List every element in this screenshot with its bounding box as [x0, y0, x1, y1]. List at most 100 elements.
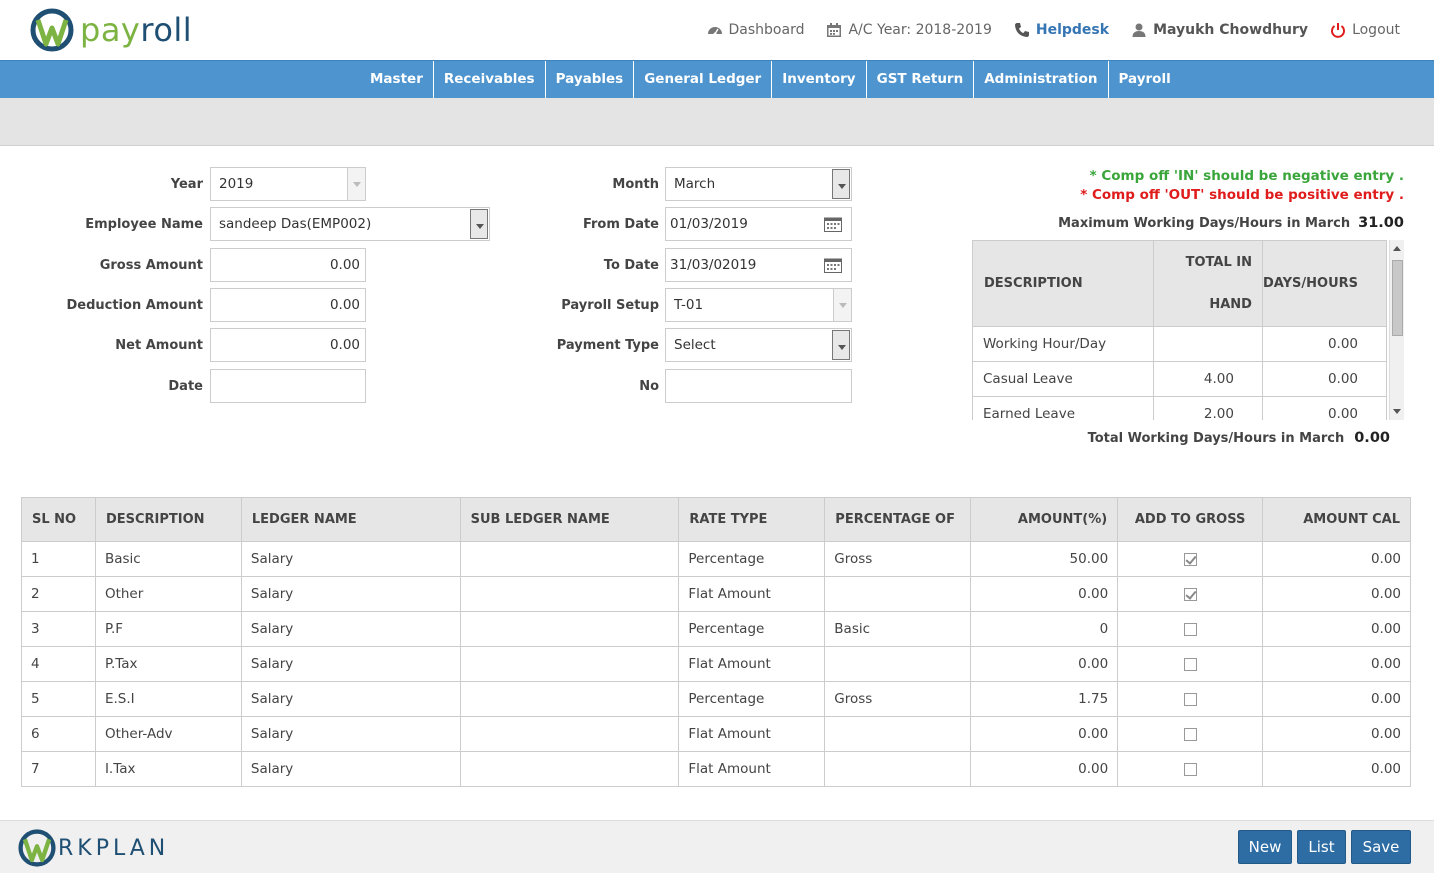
- cell-desc: P.F: [94, 611, 242, 647]
- cell-desc: Other: [94, 576, 242, 612]
- cell-amount[interactable]: 50.00: [970, 541, 1119, 577]
- header-amount-cal: AMOUNT CAL: [1262, 497, 1411, 542]
- cell-subledger: [459, 576, 680, 612]
- cell-amount-cal: 0.00: [1262, 611, 1411, 647]
- menu-item-general-ledger[interactable]: General Ledger: [634, 61, 773, 98]
- menu-item-receivables[interactable]: Receivables: [434, 61, 546, 98]
- chevron-down-icon[interactable]: [833, 289, 851, 321]
- employee-name-select[interactable]: sandeep Das(EMP002): [210, 207, 490, 241]
- header-sl-no: SL NO: [21, 497, 96, 542]
- cell-amount-cal: 0.00: [1262, 576, 1411, 612]
- menu-item-payables[interactable]: Payables: [546, 61, 635, 98]
- table-row: 7 I.Tax Salary Flat Amount 0.00 0.00: [21, 751, 1411, 787]
- cell-add-gross: [1117, 541, 1264, 577]
- cell-rate: Percentage: [678, 541, 826, 577]
- year-select[interactable]: 2019: [210, 167, 366, 201]
- year-label: Year: [170, 177, 203, 192]
- date-label: Date: [168, 379, 203, 394]
- to-date-label: To Date: [603, 258, 659, 273]
- cell-desc: I.Tax: [94, 751, 242, 787]
- chevron-down-icon[interactable]: [832, 330, 850, 360]
- leave-header-days: DAYS/HOURS: [1261, 240, 1388, 327]
- calendar-icon[interactable]: [824, 257, 842, 273]
- cell-ledger: Salary: [240, 681, 461, 717]
- new-button[interactable]: New: [1238, 830, 1292, 864]
- deduction-amount-input[interactable]: 0.00: [210, 288, 366, 322]
- add-to-gross-checkbox[interactable]: [1183, 762, 1197, 776]
- add-to-gross-checkbox[interactable]: [1183, 587, 1197, 601]
- scroll-thumb[interactable]: [1392, 260, 1403, 336]
- leave-cell-total: 2.00: [1153, 396, 1263, 420]
- cell-amount-cal: 0.00: [1262, 681, 1411, 717]
- menu-item-payroll[interactable]: Payroll: [1118, 71, 1171, 87]
- deduction-amount-label: Deduction Amount: [66, 298, 203, 313]
- calendar-icon[interactable]: [824, 216, 842, 232]
- cell-amount[interactable]: 1.75: [970, 681, 1119, 717]
- net-amount-input[interactable]: 0.00: [210, 328, 366, 362]
- cell-amount[interactable]: 0.00: [970, 716, 1119, 752]
- cell-subledger: [459, 541, 680, 577]
- from-date-value: 01/03/2019: [670, 216, 748, 232]
- dashboard-label: Dashboard: [728, 22, 805, 38]
- add-to-gross-checkbox[interactable]: [1183, 657, 1197, 671]
- cell-sl: 4: [21, 646, 96, 682]
- scroll-up-icon[interactable]: [1393, 246, 1401, 251]
- menu-item-master[interactable]: Master: [360, 61, 434, 98]
- to-date-input[interactable]: 31/03/02019: [665, 248, 852, 282]
- cell-amount[interactable]: 0: [970, 611, 1119, 647]
- leave-table-container[interactable]: DESCRIPTION TOTAL IN HAND DAYS/HOURS Work…: [972, 240, 1404, 420]
- cell-ledger: Salary: [240, 541, 461, 577]
- list-button[interactable]: List: [1297, 830, 1346, 864]
- leave-table-scrollbar[interactable]: [1389, 240, 1404, 420]
- cell-amount[interactable]: 0.00: [970, 751, 1119, 787]
- leave-cell-days: 0.00: [1261, 396, 1388, 420]
- helpdesk-link[interactable]: Helpdesk: [1014, 22, 1109, 38]
- chevron-down-icon[interactable]: [347, 168, 365, 200]
- add-to-gross-checkbox[interactable]: [1183, 692, 1197, 706]
- date-input[interactable]: [210, 369, 366, 403]
- ac-year-label: A/C Year: 2018-2019: [848, 22, 992, 38]
- total-working-label: Total Working Days/Hours in March: [1087, 431, 1345, 446]
- no-input[interactable]: [665, 369, 852, 403]
- year-value: 2019: [219, 176, 254, 192]
- w-logo-icon: [18, 829, 56, 867]
- net-amount-label: Net Amount: [115, 338, 203, 353]
- comp-off-out-note: * Comp off 'OUT' should be positive entr…: [1080, 187, 1404, 203]
- max-working-value: 31.00: [1358, 215, 1404, 231]
- cell-amount[interactable]: 0.00: [970, 576, 1119, 612]
- month-select[interactable]: March: [665, 167, 852, 201]
- menu-item-gst-return[interactable]: GST Return: [867, 61, 975, 98]
- app-logo[interactable]: payroll: [30, 8, 192, 52]
- menu-item-administration[interactable]: Administration: [974, 61, 1109, 98]
- month-value: March: [674, 176, 716, 192]
- logo-text: payroll: [80, 11, 193, 49]
- leave-cell-days: 0.00: [1261, 326, 1388, 362]
- cell-pct-of: [824, 646, 972, 682]
- cell-rate: Flat Amount: [678, 646, 826, 682]
- dashboard-link[interactable]: Dashboard: [707, 22, 805, 38]
- add-to-gross-checkbox[interactable]: [1183, 552, 1197, 566]
- gross-amount-input[interactable]: 0.00: [210, 248, 366, 282]
- save-button[interactable]: Save: [1351, 830, 1411, 864]
- scroll-down-icon[interactable]: [1393, 409, 1401, 414]
- user-menu[interactable]: Mayukh Chowdhury: [1131, 22, 1308, 38]
- chevron-down-icon[interactable]: [470, 209, 488, 239]
- payment-type-select[interactable]: Select: [665, 328, 852, 362]
- cell-subledger: [459, 751, 680, 787]
- payroll-setup-select[interactable]: T-01: [665, 288, 852, 322]
- ac-year-link[interactable]: A/C Year: 2018-2019: [826, 22, 992, 38]
- logout-link[interactable]: Logout: [1330, 22, 1400, 38]
- cell-pct-of: [824, 751, 972, 787]
- dashboard-gauge-icon: [707, 27, 722, 36]
- from-date-input[interactable]: 01/03/2019: [665, 207, 852, 241]
- cell-pct-of: Gross: [824, 541, 972, 577]
- chevron-down-icon[interactable]: [832, 169, 850, 199]
- leave-cell-desc: Working Hour/Day: [972, 326, 1155, 362]
- add-to-gross-checkbox[interactable]: [1183, 622, 1197, 636]
- cell-subledger: [459, 681, 680, 717]
- cell-amount[interactable]: 0.00: [970, 646, 1119, 682]
- footer: RKPLAN New List Save: [0, 820, 1434, 873]
- menu-item-inventory[interactable]: Inventory: [772, 61, 867, 98]
- add-to-gross-checkbox[interactable]: [1183, 727, 1197, 741]
- table-row: 5 E.S.I Salary Percentage Gross 1.75 0.00: [21, 681, 1411, 717]
